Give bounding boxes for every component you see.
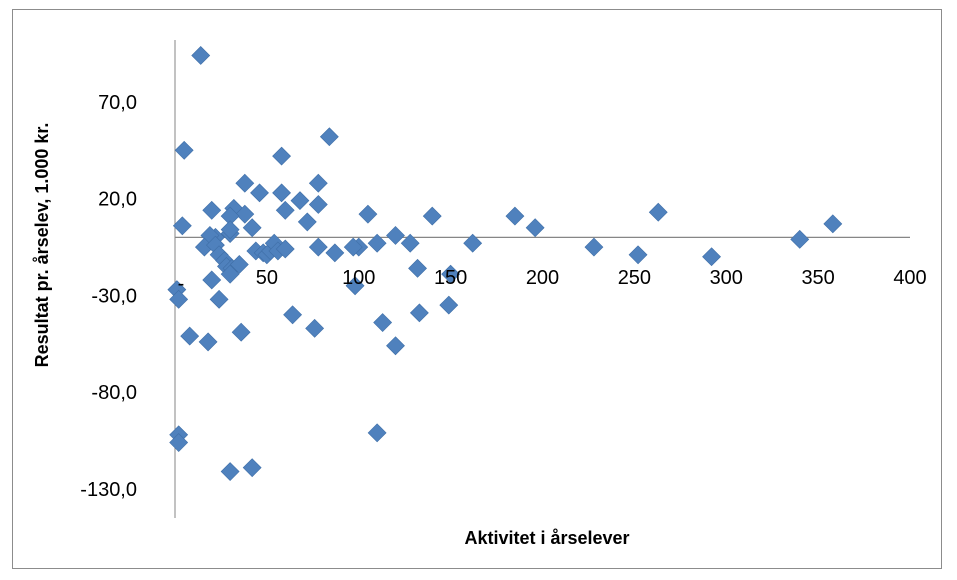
- scatter-point: [308, 195, 328, 214]
- scatter-point: [790, 229, 810, 249]
- scatter-point: [202, 200, 222, 220]
- x-tick-label: 50: [256, 267, 278, 289]
- scatter-point: [386, 226, 405, 245]
- labels-layer: 70,0 20,0 -30,0 -80,0 -130,0 50 100 150 200 250 30…: [80, 92, 926, 501]
- scatter-point: [367, 423, 387, 443]
- x-tick-label: 250: [618, 267, 651, 289]
- scatter-point: [441, 264, 461, 284]
- scatter-point: [242, 458, 262, 478]
- scatter-point: [702, 247, 721, 267]
- scatter-point: [275, 200, 295, 220]
- x-axis-title: Aktivitet i årselever: [464, 528, 629, 548]
- x-tick-label: 200: [526, 267, 559, 289]
- scatter-point: [628, 245, 648, 265]
- scatter-point: [367, 233, 387, 253]
- scatter-point: [209, 289, 229, 309]
- scatter-point: [297, 212, 317, 232]
- scatter-point: [169, 289, 189, 309]
- x-tick-label: 300: [710, 267, 743, 289]
- scatter-point: [174, 140, 194, 160]
- scatter-point: [169, 433, 189, 452]
- scatter-point: [305, 318, 325, 338]
- scatter-point: [343, 237, 363, 257]
- scatter-point: [191, 46, 211, 65]
- scatter-point: [345, 276, 365, 296]
- scatter-point: [373, 313, 393, 332]
- scatter-point: [250, 183, 269, 203]
- scatter-point: [220, 462, 240, 481]
- x-tick-label: 400: [893, 267, 926, 289]
- x-tick-label: 350: [801, 267, 834, 289]
- chart-frame: [12, 9, 942, 569]
- y-tick-label: -130,0: [80, 479, 137, 501]
- scatter-point: [229, 255, 249, 274]
- scatter-point: [325, 243, 345, 263]
- y-tick-label: -30,0: [91, 285, 137, 307]
- scatter-point: [272, 183, 291, 203]
- scatter-point: [823, 214, 843, 234]
- scatter-point: [231, 322, 251, 342]
- y-axis-title: Resultat pr. årselev, 1.000 kr.: [32, 123, 52, 368]
- x-tick-label: 150: [434, 267, 467, 289]
- scatter-point: [584, 237, 604, 257]
- points-layer: [167, 46, 843, 481]
- scatter-point: [220, 264, 240, 284]
- scatter-point: [180, 326, 200, 346]
- scatter-point: [242, 218, 262, 238]
- scatter-point: [358, 204, 378, 224]
- scatter-point: [235, 204, 255, 224]
- scatter-point: [439, 295, 459, 315]
- scatter-point: [275, 239, 295, 259]
- y-tick-label: 20,0: [98, 189, 137, 211]
- scatter-point: [319, 127, 339, 147]
- x-tick-label: 100: [342, 267, 375, 289]
- y-tick-label: -80,0: [91, 382, 137, 404]
- scatter-point: [172, 216, 192, 236]
- scatter-point: [308, 173, 328, 193]
- scatter-point: [408, 258, 427, 278]
- scatter-point: [272, 146, 291, 166]
- scatter-point: [283, 305, 303, 325]
- scatter-point: [648, 202, 668, 222]
- scatter-point: [386, 336, 405, 356]
- y-tick-label: 70,0: [98, 92, 137, 114]
- scatter-point: [202, 270, 222, 290]
- scatter-point: [400, 233, 420, 253]
- scatter-point: [308, 237, 328, 257]
- scatter-point: [525, 218, 545, 238]
- scatter-point: [409, 303, 429, 323]
- scatter-point: [220, 220, 240, 240]
- scatter-point: [505, 206, 525, 226]
- x-tick-extra-label: -: [178, 273, 185, 295]
- scatter-point: [463, 233, 483, 253]
- scatter-point: [235, 173, 255, 193]
- scatter-point: [198, 332, 218, 352]
- scatter-point: [422, 206, 442, 226]
- scatter-point: [290, 191, 310, 211]
